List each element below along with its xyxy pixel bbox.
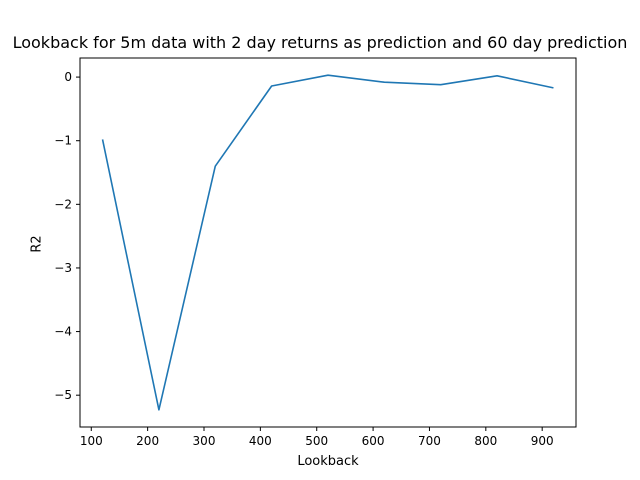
x-tick-label: 200 bbox=[136, 434, 159, 448]
x-tick-label: 400 bbox=[249, 434, 272, 448]
x-tick-label: 100 bbox=[80, 434, 103, 448]
y-axis-label: R2 bbox=[29, 235, 45, 253]
x-tick-label: 700 bbox=[418, 434, 441, 448]
y-tick-label: −5 bbox=[54, 388, 72, 402]
x-tick-label: 500 bbox=[305, 434, 328, 448]
series-group bbox=[101, 74, 554, 411]
x-tick-label: 600 bbox=[362, 434, 385, 448]
y-tick-label: −4 bbox=[54, 325, 72, 339]
x-tick-label: 300 bbox=[193, 434, 216, 448]
x-tick-label: 800 bbox=[474, 434, 497, 448]
y-tick-label: 0 bbox=[64, 70, 72, 84]
y-tick-label: −3 bbox=[54, 261, 72, 275]
y-tick-label: −2 bbox=[54, 197, 72, 211]
chart-title: Lookback for 5m data with 2 day returns … bbox=[12, 33, 628, 52]
series-line bbox=[101, 74, 554, 411]
plot-frame bbox=[79, 57, 577, 428]
y-tick-label: −1 bbox=[54, 134, 72, 148]
x-axis-label: Lookback bbox=[297, 454, 359, 469]
x-tick-label: 900 bbox=[531, 434, 554, 448]
axis-ticks: 100 200 300 400 500 600 700 800 900 0 −1 −2 −3 −4 −5 bbox=[54, 70, 553, 448]
